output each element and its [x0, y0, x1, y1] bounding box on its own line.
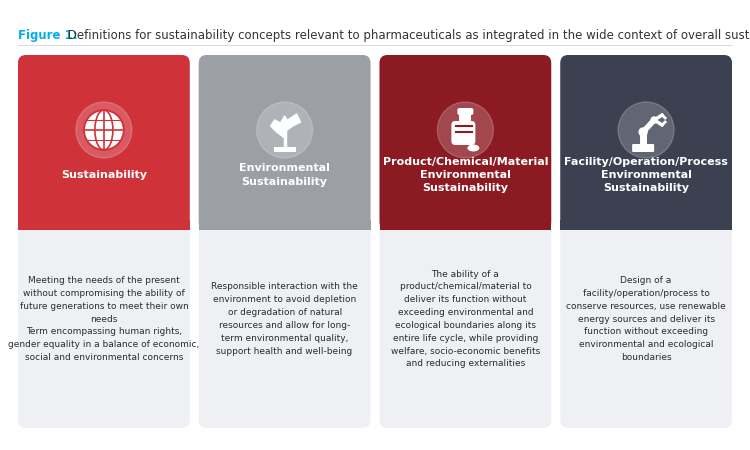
Circle shape	[639, 128, 647, 136]
FancyBboxPatch shape	[560, 55, 732, 230]
Bar	[380, 220, 551, 230]
Circle shape	[256, 102, 313, 158]
FancyBboxPatch shape	[18, 55, 190, 428]
Circle shape	[618, 102, 674, 158]
FancyBboxPatch shape	[380, 55, 551, 230]
Bar	[199, 220, 370, 230]
Text: Product/Chemical/Material
Environmental
Sustainability: Product/Chemical/Material Environmental …	[382, 157, 548, 193]
FancyBboxPatch shape	[18, 55, 190, 230]
FancyBboxPatch shape	[199, 55, 370, 230]
Text: Definitions for sustainability concepts relevant to pharmaceuticals as integrate: Definitions for sustainability concepts …	[64, 28, 750, 41]
Bar	[560, 220, 732, 230]
FancyBboxPatch shape	[452, 121, 476, 145]
Circle shape	[76, 102, 132, 158]
Circle shape	[651, 117, 657, 123]
Bar	[459, 115, 471, 122]
Text: Responsible interaction with the
environment to avoid depletion
or degradation o: Responsible interaction with the environ…	[211, 283, 358, 356]
FancyBboxPatch shape	[380, 55, 551, 428]
FancyBboxPatch shape	[560, 55, 732, 428]
Bar	[274, 147, 296, 152]
Text: The ability of a
product/chemical/material to
deliver its function without
excee: The ability of a product/chemical/materi…	[391, 270, 540, 369]
FancyBboxPatch shape	[199, 55, 370, 428]
Polygon shape	[285, 114, 301, 132]
Circle shape	[437, 102, 494, 158]
Polygon shape	[279, 116, 291, 126]
FancyBboxPatch shape	[632, 144, 654, 152]
Ellipse shape	[467, 144, 479, 152]
Text: Sustainability: Sustainability	[61, 170, 147, 180]
Polygon shape	[271, 120, 285, 138]
Text: Meeting the needs of the present
without compromising the ability of
future gene: Meeting the needs of the present without…	[8, 276, 200, 362]
Bar	[18, 220, 190, 230]
Text: Figure 1:: Figure 1:	[18, 28, 78, 41]
Text: Environmental
Sustainability: Environmental Sustainability	[239, 163, 330, 187]
Text: Design of a
facility/operation/process to
conserve resources, use renewable
ener: Design of a facility/operation/process t…	[566, 276, 726, 362]
Text: Facility/Operation/Process
Environmental
Sustainability: Facility/Operation/Process Environmental…	[564, 157, 728, 193]
Circle shape	[84, 110, 124, 150]
FancyBboxPatch shape	[458, 108, 473, 115]
